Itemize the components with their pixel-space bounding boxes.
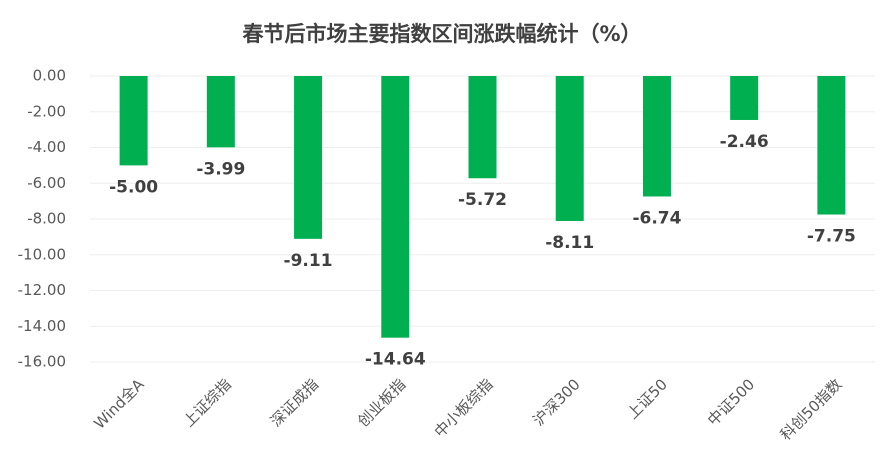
x-tick-label: 创业板指 [354,375,409,430]
bar [555,76,584,221]
bar [730,76,759,120]
x-tick-label: 中证500 [704,375,758,429]
bar [381,76,410,338]
bar [468,76,497,179]
y-tick-label: -2.00 [27,102,66,120]
value-label: -14.64 [365,350,426,370]
value-label: -6.74 [632,208,681,228]
y-tick-label: -14.00 [18,317,66,335]
x-tick-label: 深证成指 [267,375,322,430]
x-tick-label: 科创50指数 [777,375,846,444]
x-tick-label: 上证综指 [180,375,235,430]
value-label: -2.46 [720,132,769,152]
x-tick-label: Wind全A [90,375,148,433]
y-tick-label: 0.00 [33,67,66,85]
value-label: -3.99 [196,159,245,179]
bar [817,76,846,215]
y-tick-label: -10.00 [18,245,66,263]
y-tick-label: -16.00 [18,353,66,371]
value-label: -5.72 [458,190,507,210]
y-tick-label: -12.00 [18,281,66,299]
bar [294,76,323,239]
value-label: -7.75 [807,227,856,247]
value-label: -9.11 [284,251,333,271]
y-tick-label: -8.00 [27,210,66,228]
bar [642,76,671,197]
bar [119,76,148,166]
value-label: -5.00 [109,177,158,197]
y-tick-label: -4.00 [27,138,66,156]
value-label: -8.11 [545,233,594,253]
x-tick-label: 上证50 [624,375,671,422]
chart-title: 春节后市场主要指数区间涨跌幅统计（%） [242,22,641,46]
x-tick-label: 中小板综指 [431,375,497,441]
x-tick-label: 沪深300 [530,375,584,429]
bar [206,76,235,148]
y-tick-label: -6.00 [27,174,66,192]
